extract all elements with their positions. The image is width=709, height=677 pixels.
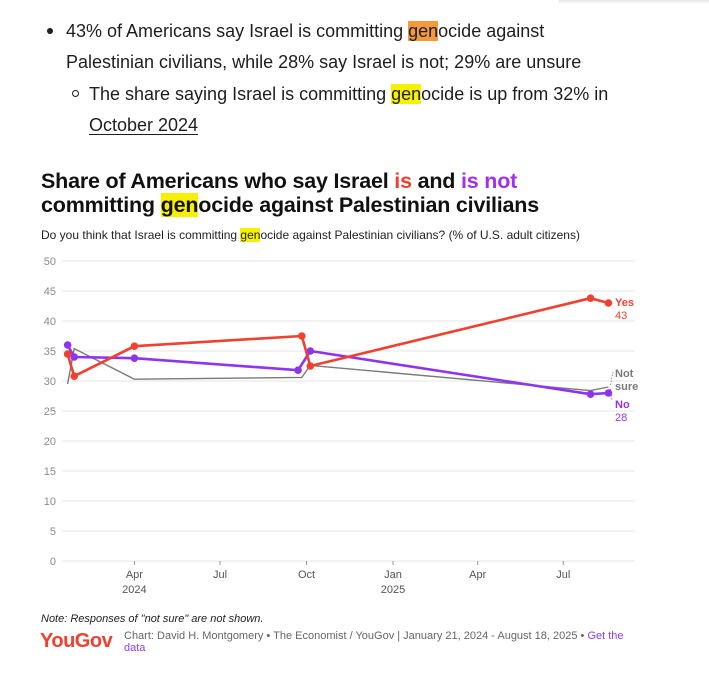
x-tick-label: Jul: [213, 569, 227, 581]
october-2024-link[interactable]: October 2024: [89, 115, 199, 135]
title-is-not: is not: [461, 169, 518, 193]
chart-footnote: Note: Responses of "not sure" are not sh…: [41, 613, 264, 625]
subtitle-text-rest: ocide against Palestinian civilians? (% …: [260, 228, 580, 242]
y-tick-label: 45: [44, 286, 56, 298]
y-tick-label: 0: [50, 556, 56, 568]
y-tick-label: 5: [50, 526, 56, 538]
bullet-dot: [47, 28, 53, 34]
y-tick-label: 35: [44, 346, 56, 358]
data-point-no: [604, 389, 613, 397]
y-tick-label: 10: [44, 496, 56, 508]
bullet-2-line-2: October 2024: [89, 114, 198, 136]
subtitle-text: Do you think that Israel is committing: [41, 228, 241, 242]
y-tick-label: 30: [44, 376, 56, 388]
end-value-no: 28: [615, 412, 627, 424]
data-point-yes: [70, 372, 79, 381]
data-point-yes: [306, 362, 315, 370]
end-value-yes: 43: [615, 310, 627, 322]
yougov-logo[interactable]: YouGov: [40, 630, 113, 652]
leader-line-no: [610, 388, 613, 401]
y-tick-label: 40: [44, 316, 56, 328]
data-point-no: [70, 353, 79, 361]
title-text-3: ocide against Palestinian civilians: [198, 193, 539, 217]
end-label-no: No: [615, 399, 630, 411]
get-the-data-link[interactable]: Get the data: [124, 630, 624, 654]
data-point-yes: [586, 294, 595, 303]
sub-bullet-circle: [72, 90, 79, 97]
data-point-yes: [298, 332, 306, 340]
bullet-1-line-1: 43% of Americans say Israel is committin…: [66, 20, 544, 42]
source-text: Chart: David H. Montgomery • The Economi…: [124, 630, 588, 642]
y-tick-label: 25: [44, 406, 56, 418]
chart-source: Chart: David H. Montgomery • The Economi…: [124, 630, 644, 654]
end-label-not-sure-2: sure: [615, 381, 638, 393]
corner-shadow: [559, 0, 709, 4]
bullet-1-text-rest: ocide against: [438, 21, 545, 41]
chart-subtitle: Do you think that Israel is committing g…: [41, 228, 580, 242]
x-tick-label: Apr: [469, 569, 486, 581]
end-label-not-sure: Not: [615, 368, 634, 380]
chart-title-line-1: Share of Americans who say Israel is and…: [41, 169, 681, 193]
data-point-no: [63, 341, 72, 349]
data-point-yes: [130, 342, 139, 351]
x-tick-label: Apr: [126, 569, 143, 581]
data-point-yes: [63, 350, 72, 358]
bullet-1-text: 43% of Americans say Israel is committin…: [66, 21, 409, 41]
series-line-no: [66, 344, 609, 396]
series-line-yes: [66, 296, 609, 378]
search-highlight-current: gen: [408, 21, 439, 41]
title-search-highlight: gen: [160, 193, 199, 217]
title-and: and: [411, 169, 461, 193]
end-label-yes: Yes: [615, 297, 634, 309]
data-point-no: [294, 366, 302, 375]
y-tick-label: 15: [44, 466, 56, 478]
bullet-2-text: The share saying Israel is committing: [89, 84, 392, 104]
data-point-no: [306, 347, 315, 355]
title-text: Share of Americans who say Israel: [41, 169, 395, 193]
subtitle-search-highlight: gen: [240, 228, 261, 242]
data-point-no: [130, 354, 139, 363]
search-highlight: gen: [391, 84, 422, 104]
title-is: is: [394, 169, 412, 193]
y-tick-label: 20: [44, 436, 56, 448]
y-tick-label: 50: [44, 256, 56, 268]
data-point-no: [586, 390, 595, 399]
x-tick-year-label: 2025: [381, 584, 405, 596]
leader-line-not-sure: [610, 371, 614, 386]
data-point-yes: [604, 299, 613, 307]
chart-title-line-2: committing genocide against Palestinian …: [41, 193, 681, 217]
x-tick-label: Jan: [384, 569, 402, 581]
chart-title: Share of Americans who say Israel is and…: [41, 169, 681, 217]
bullet-1-line-2: Palestinian civilians, while 28% say Isr…: [66, 52, 582, 72]
x-tick-year-label: 2024: [122, 584, 146, 596]
bullet-2-text-rest: ocide is up from 32% in: [421, 84, 609, 104]
x-tick-label: Jul: [556, 569, 570, 581]
title-text-2: committing: [41, 193, 161, 217]
x-tick-label: Oct: [298, 569, 315, 581]
bullet-2-line-1: The share saying Israel is committing ge…: [89, 83, 608, 105]
